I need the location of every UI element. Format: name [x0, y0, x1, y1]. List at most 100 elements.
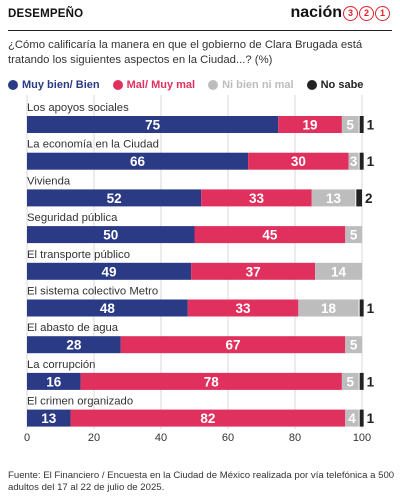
data-label: 45 — [262, 228, 278, 243]
category-label: El sistema colectivo Metro — [27, 286, 158, 298]
data-label: 18 — [321, 301, 337, 316]
legend-swatch — [208, 80, 219, 90]
category-label: El transporte público — [27, 249, 130, 261]
legend-label: Ni bien ni mal — [222, 79, 294, 91]
data-label: 5 — [347, 374, 355, 389]
data-label: 5 — [350, 338, 358, 353]
data-label: 78 — [204, 374, 220, 389]
category-label: El crimen organizado — [27, 396, 133, 408]
data-label: 16 — [46, 374, 62, 389]
question-text: ¿Cómo calificaría la manera en que el go… — [8, 39, 363, 66]
data-label: 4 — [348, 411, 356, 426]
data-label: 5 — [347, 118, 355, 133]
data-label: 49 — [102, 264, 117, 279]
category-label: Seguridad pública — [27, 212, 118, 224]
bar-segment — [311, 189, 356, 207]
source-note: Fuente: El Financiero / Encuesta en la C… — [8, 470, 395, 493]
data-label: 33 — [249, 191, 265, 206]
data-label: 82 — [200, 411, 215, 426]
bar-segment — [194, 226, 346, 244]
data-label: 14 — [331, 264, 347, 279]
legend-swatch — [8, 80, 18, 90]
bar-segment — [359, 409, 364, 427]
data-label: 1 — [367, 301, 375, 316]
legend-item-no-sabe: No sabe — [306, 79, 364, 91]
bar-segment — [345, 409, 359, 427]
data-label: 1 — [367, 118, 375, 133]
bar-segment — [27, 372, 81, 390]
header-rule — [8, 30, 392, 31]
x-tick-label: 100 — [353, 432, 371, 444]
bar-segment — [27, 152, 249, 170]
data-label: 75 — [145, 118, 161, 133]
data-label: 67 — [226, 338, 241, 353]
x-tick-label: 40 — [155, 432, 167, 444]
legend-label: No sabe — [320, 79, 364, 91]
bar-segment — [80, 372, 342, 390]
bar-segment — [27, 299, 188, 317]
chart-legend: Muy bien/ Bien Mal/ Muy mal Ni bien ni mal… — [8, 79, 376, 91]
category-label: La economía en la Ciudad — [27, 139, 159, 151]
legend-item-mal-muy-mal: Mal/ Muy mal — [112, 79, 196, 91]
bar-segment — [201, 189, 312, 207]
data-label: 66 — [130, 154, 146, 169]
bar-segment — [356, 189, 362, 207]
header: DESEMPEÑO nación 3 2 1 — [0, 0, 400, 30]
category-label: Los apoyos sociales — [27, 102, 129, 114]
data-label: 1 — [367, 374, 375, 389]
legend-label: Mal/ Muy mal — [126, 79, 196, 91]
data-label: 1 — [367, 411, 375, 426]
data-label: 2 — [365, 191, 373, 206]
x-tick-label: 20 — [88, 432, 100, 444]
brand-logo: nación 3 2 1 — [290, 4, 390, 22]
bar-segment — [27, 226, 195, 244]
bar-segment — [359, 152, 364, 170]
data-label: 37 — [246, 264, 261, 279]
bar-segment — [248, 152, 349, 170]
bar-segment — [359, 372, 364, 390]
data-label: 30 — [291, 154, 306, 169]
data-label: 5 — [350, 228, 358, 243]
data-label: 13 — [326, 191, 342, 206]
bar-segment — [315, 262, 362, 280]
data-label: 48 — [100, 301, 116, 316]
legend-label: Muy bien/ Bien — [22, 79, 100, 91]
logo-digit: 1 — [375, 5, 390, 21]
data-label: 19 — [303, 118, 318, 133]
x-tick-label: 0 — [24, 432, 30, 444]
bar-segment — [27, 189, 202, 207]
legend-swatch — [306, 80, 317, 90]
x-tick-label: 80 — [289, 432, 301, 444]
logo-digit: 3 — [343, 5, 358, 21]
bar-segment — [120, 336, 346, 354]
data-label: 33 — [236, 301, 252, 316]
bar-segment — [341, 372, 359, 390]
data-label: 28 — [66, 338, 82, 353]
category-label: La corrupción — [27, 359, 95, 371]
legend-item-muy-bien-bien: Muy bien/ Bien — [8, 79, 100, 91]
data-label: 3 — [350, 154, 358, 169]
bar-segment — [27, 116, 279, 133]
logo-word: nación — [290, 4, 342, 21]
bar-segment — [348, 152, 359, 170]
bar-segment — [359, 116, 364, 133]
legend-swatch — [112, 80, 123, 90]
logo-digit: 2 — [359, 5, 374, 21]
bar-segment — [298, 299, 359, 317]
section-label: DESEMPEÑO — [8, 8, 84, 20]
bar-segment — [27, 262, 192, 280]
bar-segment — [70, 409, 346, 427]
bar-segment — [359, 299, 364, 317]
legend-item-ni-bien-ni-mal: Ni bien ni mal — [208, 79, 294, 91]
bar-segment — [27, 336, 121, 354]
bar-segment — [345, 226, 362, 244]
category-label: El abasto de agua — [27, 322, 119, 334]
bar-segment — [278, 116, 342, 133]
data-label: 13 — [41, 411, 57, 426]
data-label: 1 — [367, 154, 375, 169]
x-tick-label: 60 — [222, 432, 234, 444]
category-label: Vivienda — [27, 175, 71, 187]
bar-segment — [27, 409, 71, 427]
bar-segment — [187, 299, 299, 317]
